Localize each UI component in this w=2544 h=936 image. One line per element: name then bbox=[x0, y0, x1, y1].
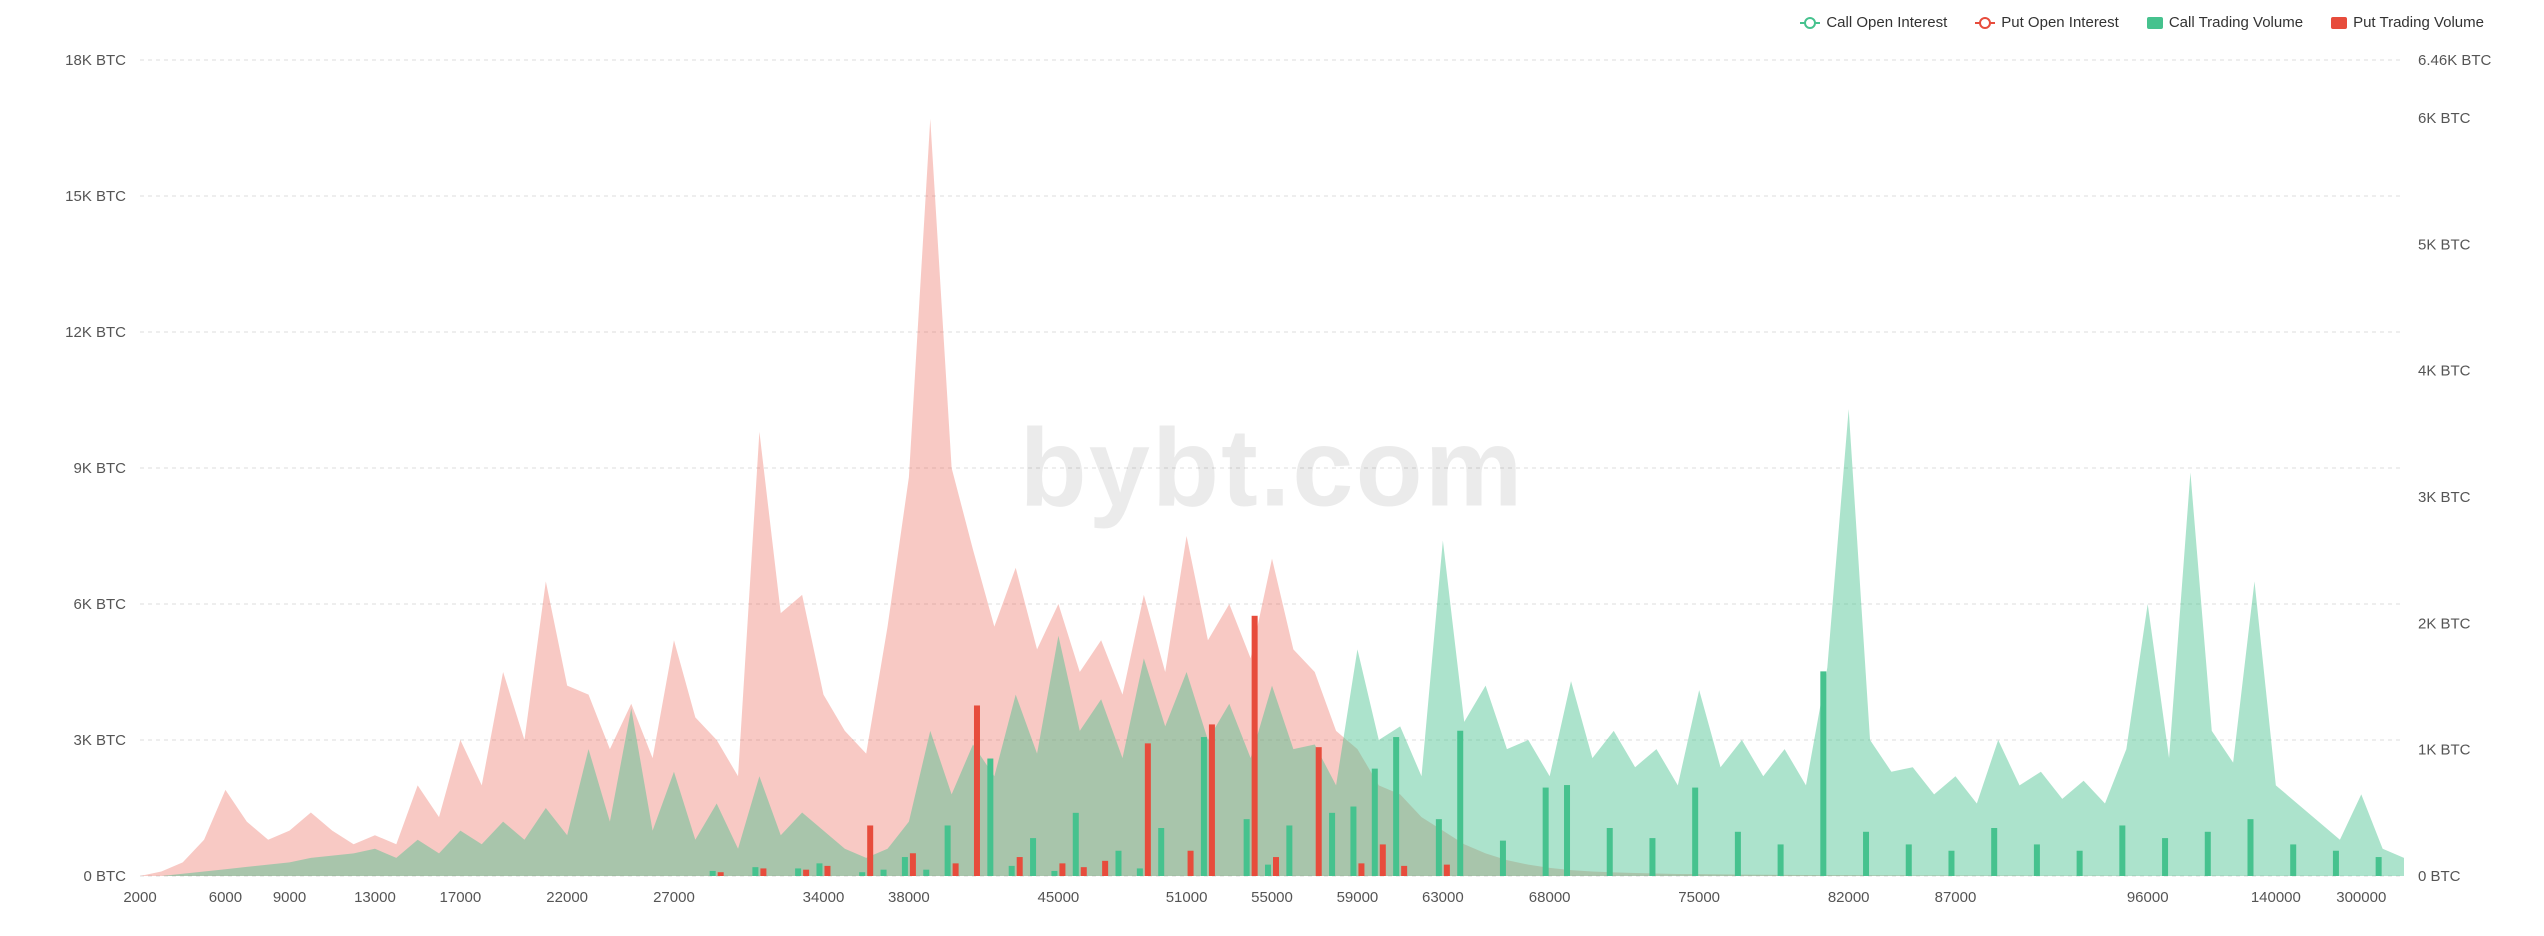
legend-item-call-vol[interactable]: Call Trading Volume bbox=[2147, 14, 2303, 31]
svg-text:34000: 34000 bbox=[803, 889, 845, 906]
svg-text:6.46K BTC: 6.46K BTC bbox=[2418, 52, 2492, 69]
svg-text:0 BTC: 0 BTC bbox=[83, 868, 126, 885]
legend-item-put-vol[interactable]: Put Trading Volume bbox=[2331, 14, 2484, 31]
svg-text:82000: 82000 bbox=[1828, 889, 1870, 906]
svg-text:51000: 51000 bbox=[1166, 889, 1208, 906]
svg-text:18K BTC: 18K BTC bbox=[65, 52, 126, 69]
svg-text:55000: 55000 bbox=[1251, 889, 1293, 906]
svg-text:15K BTC: 15K BTC bbox=[65, 188, 126, 205]
svg-text:59000: 59000 bbox=[1337, 889, 1379, 906]
svg-text:45000: 45000 bbox=[1038, 889, 1080, 906]
svg-text:17000: 17000 bbox=[440, 889, 482, 906]
svg-text:13000: 13000 bbox=[354, 889, 396, 906]
svg-text:63000: 63000 bbox=[1422, 889, 1464, 906]
chart-svg: 0 BTC 3K BTC 6K BTC 9K BTC 12K BTC 15K BTC 18K… bbox=[0, 0, 2544, 936]
svg-text:1K BTC: 1K BTC bbox=[2418, 742, 2471, 759]
legend-marker-call-oi bbox=[1800, 22, 1820, 24]
svg-text:6K BTC: 6K BTC bbox=[73, 596, 126, 613]
svg-text:87000: 87000 bbox=[1935, 889, 1977, 906]
legend-label: Call Open Interest bbox=[1826, 14, 1947, 31]
svg-text:300000: 300000 bbox=[2336, 889, 2386, 906]
legend-label: Put Trading Volume bbox=[2353, 14, 2484, 31]
svg-text:9K BTC: 9K BTC bbox=[73, 460, 126, 477]
legend-marker-put-vol bbox=[2331, 17, 2347, 29]
svg-text:2K BTC: 2K BTC bbox=[2418, 615, 2471, 632]
svg-text:3K BTC: 3K BTC bbox=[73, 732, 126, 749]
svg-text:6000: 6000 bbox=[209, 889, 242, 906]
svg-text:4K BTC: 4K BTC bbox=[2418, 363, 2471, 380]
legend-marker-put-oi bbox=[1975, 22, 1995, 24]
svg-text:6K BTC: 6K BTC bbox=[2418, 110, 2471, 127]
svg-text:12K BTC: 12K BTC bbox=[65, 324, 126, 341]
legend: Call Open Interest Put Open Interest Cal… bbox=[1800, 14, 2484, 31]
legend-marker-call-vol bbox=[2147, 17, 2163, 29]
svg-text:2000: 2000 bbox=[123, 889, 156, 906]
svg-text:0 BTC: 0 BTC bbox=[2418, 868, 2461, 885]
svg-text:38000: 38000 bbox=[888, 889, 930, 906]
svg-text:68000: 68000 bbox=[1529, 889, 1571, 906]
svg-text:96000: 96000 bbox=[2127, 889, 2169, 906]
legend-item-call-oi[interactable]: Call Open Interest bbox=[1800, 14, 1947, 31]
svg-text:5K BTC: 5K BTC bbox=[2418, 236, 2471, 253]
options-chart: Call Open Interest Put Open Interest Cal… bbox=[0, 0, 2544, 936]
svg-text:9000: 9000 bbox=[273, 889, 306, 906]
svg-text:22000: 22000 bbox=[546, 889, 588, 906]
svg-text:27000: 27000 bbox=[653, 889, 695, 906]
svg-text:3K BTC: 3K BTC bbox=[2418, 489, 2471, 506]
legend-label: Call Trading Volume bbox=[2169, 14, 2303, 31]
svg-text:75000: 75000 bbox=[1678, 889, 1720, 906]
legend-label: Put Open Interest bbox=[2001, 14, 2119, 31]
svg-text:140000: 140000 bbox=[2251, 889, 2301, 906]
legend-item-put-oi[interactable]: Put Open Interest bbox=[1975, 14, 2119, 31]
